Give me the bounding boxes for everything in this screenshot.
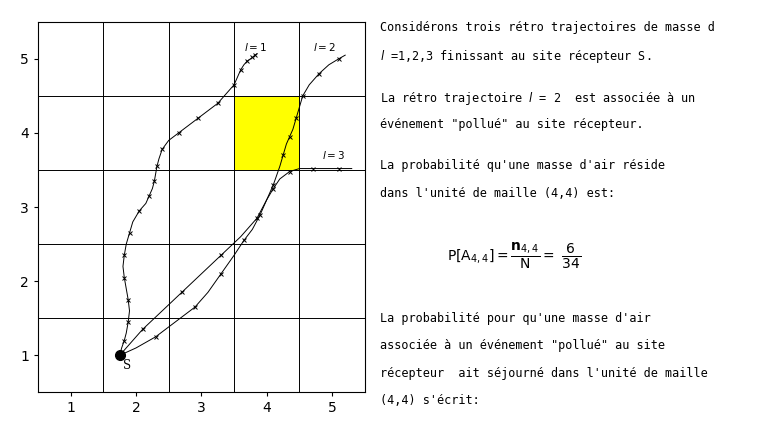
Text: La probabilité qu'une masse d'air réside: La probabilité qu'une masse d'air réside [380,160,665,172]
Text: dans l'unité de maille (4,4) est:: dans l'unité de maille (4,4) est: [380,187,615,200]
Text: Considérons trois rétro trajectoires de masse d: Considérons trois rétro trajectoires de … [380,21,715,34]
Text: associée à un événement "pollué" au site: associée à un événement "pollué" au site [380,339,665,352]
Text: $\mathrm{P[A_{4,4}]}= \dfrac{\mathbf{n}_{4,4}}{\mathrm{N}} = \ \dfrac{6}{34}$: $\mathrm{P[A_{4,4}]}= \dfrac{\mathbf{n}_… [447,241,581,271]
Text: événement "pollué" au site récepteur.: événement "pollué" au site récepteur. [380,118,644,130]
Text: $l=3$: $l=3$ [322,149,346,161]
Text: S: S [123,359,131,371]
Text: $\it{l}$ =1,2,3 finissant au site récepteur S.: $\it{l}$ =1,2,3 finissant au site récept… [380,48,651,65]
Text: (4,4) s'écrit:: (4,4) s'écrit: [380,394,480,407]
Text: $l=2$: $l=2$ [312,41,336,54]
Text: $l=1$: $l=1$ [244,41,268,54]
Text: La rétro trajectoire $\it{l}$ = 2  est associée à un: La rétro trajectoire $\it{l}$ = 2 est as… [380,90,695,107]
Text: La probabilité pour qu'une masse d'air: La probabilité pour qu'une masse d'air [380,312,651,325]
Bar [234,96,299,170]
Text: récepteur  ait séjourné dans l'unité de maille: récepteur ait séjourné dans l'unité de m… [380,367,708,380]
